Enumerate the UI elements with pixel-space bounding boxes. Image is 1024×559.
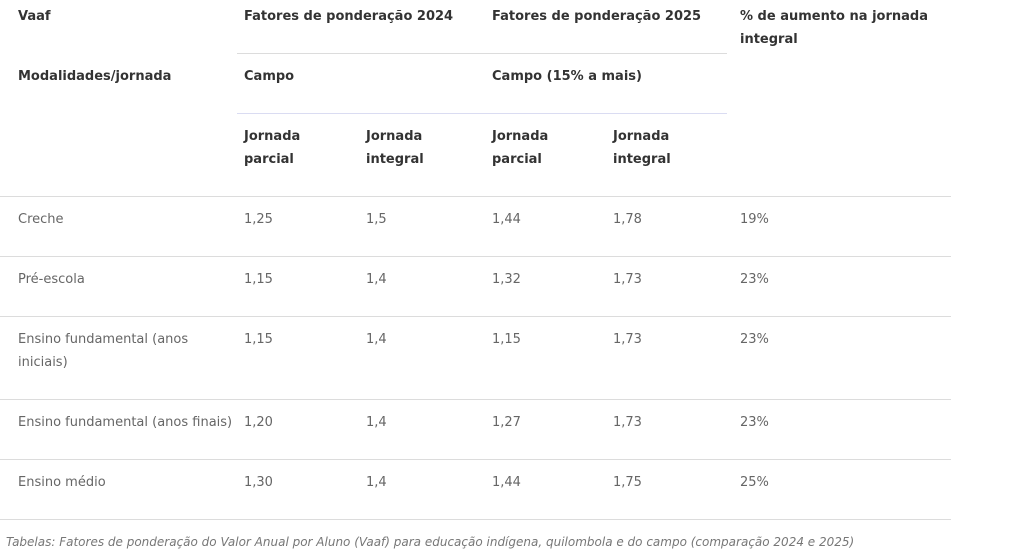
header-campo-2025: Campo (15% a mais) <box>492 69 642 84</box>
header-fatores-2024: Fatores de ponderação 2024 <box>244 9 454 24</box>
row-fundamental-finais-integral-2025: 1,73 <box>613 415 642 430</box>
row-fundamental-finais-parcial-2024: 1,20 <box>244 415 273 430</box>
header-campo-2024: Campo <box>244 69 295 84</box>
row-creche-parcial-2024: 1,25 <box>244 212 273 227</box>
row-ensino-medio-parcial-2024: 1,30 <box>244 475 273 490</box>
row-fundamental-iniciais-aumento: 23% <box>740 332 769 347</box>
row-pre-escola-modalidade: Pré-escola <box>18 272 85 287</box>
row-fundamental-iniciais-integral-2024: 1,4 <box>366 332 387 347</box>
subheader-divider <box>237 113 727 114</box>
row-divider <box>0 316 951 317</box>
row-pre-escola-integral-2024: 1,4 <box>366 272 387 287</box>
row-ensino-medio-integral-2025: 1,75 <box>613 475 642 490</box>
header-aumento-line1: % de aumento na jornada <box>740 9 928 24</box>
row-creche-parcial-2025: 1,44 <box>492 212 521 227</box>
header-parcial-label: parcial <box>244 152 294 167</box>
header-parcial-label: parcial <box>492 152 542 167</box>
row-ensino-medio-modalidade: Ensino médio <box>18 475 106 490</box>
header-jornada-integral-2024: Jornada integral <box>366 125 424 171</box>
row-pre-escola-parcial-2025: 1,32 <box>492 272 521 287</box>
header-jornada-integral-2025: Jornada integral <box>613 125 671 171</box>
row-divider <box>0 256 951 257</box>
row-creche-integral-2024: 1,5 <box>366 212 387 227</box>
row-ensino-medio-integral-2024: 1,4 <box>366 475 387 490</box>
header-fatores-2025: Fatores de ponderação 2025 <box>492 9 702 24</box>
row-ensino-medio-parcial-2025: 1,44 <box>492 475 521 490</box>
header-bottom-border <box>0 196 951 197</box>
row-fundamental-iniciais-parcial-2025: 1,15 <box>492 332 521 347</box>
row-fundamental-iniciais-parcial-2024: 1,15 <box>244 332 273 347</box>
modalidade-line2: iniciais) <box>18 355 68 370</box>
header-jornada-label: Jornada <box>492 129 549 144</box>
row-ensino-medio-aumento: 25% <box>740 475 769 490</box>
row-divider <box>0 459 951 460</box>
row-pre-escola-aumento: 23% <box>740 272 769 287</box>
header-modalidades: Modalidades/jornada <box>18 69 172 84</box>
row-creche-integral-2025: 1,78 <box>613 212 642 227</box>
table-bottom-border <box>0 519 951 520</box>
row-fundamental-iniciais-modalidade: Ensino fundamental (anos iniciais) <box>18 328 188 374</box>
header-jornada-parcial-2024: Jornada parcial <box>244 125 300 171</box>
row-divider <box>0 399 951 400</box>
header-jornada-label: Jornada <box>366 129 423 144</box>
row-fundamental-finais-aumento: 23% <box>740 415 769 430</box>
header-integral-label: integral <box>613 152 671 167</box>
row-fundamental-finais-modalidade: Ensino fundamental (anos finais) <box>18 415 233 430</box>
row-creche-modalidade: Creche <box>18 212 64 227</box>
row-pre-escola-parcial-2024: 1,15 <box>244 272 273 287</box>
row-creche-aumento: 19% <box>740 212 769 227</box>
header-vaaf: Vaaf <box>18 9 51 24</box>
header-aumento-line2: integral <box>740 32 798 47</box>
row-fundamental-iniciais-integral-2025: 1,73 <box>613 332 642 347</box>
row-pre-escola-integral-2025: 1,73 <box>613 272 642 287</box>
header-jornada-label: Jornada <box>244 129 301 144</box>
header-divider <box>237 53 727 54</box>
row-fundamental-finais-parcial-2025: 1,27 <box>492 415 521 430</box>
header-jornada-label: Jornada <box>613 129 670 144</box>
table-caption: Tabelas: Fatores de ponderação do Valor … <box>6 535 855 549</box>
row-fundamental-finais-integral-2024: 1,4 <box>366 415 387 430</box>
header-jornada-parcial-2025: Jornada parcial <box>492 125 548 171</box>
modalidade-line1: Ensino fundamental (anos <box>18 332 189 347</box>
header-integral-label: integral <box>366 152 424 167</box>
